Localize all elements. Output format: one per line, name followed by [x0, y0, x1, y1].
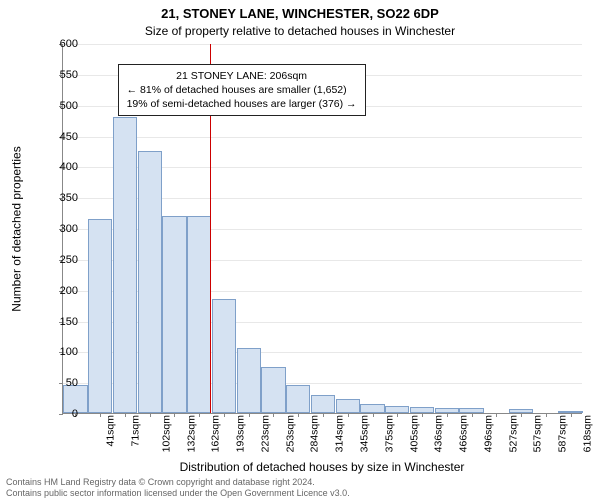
xtick-label: 557sqm — [532, 415, 544, 452]
ytick-label: 50 — [42, 377, 78, 389]
xtick-label: 41sqm — [105, 415, 117, 447]
ytick-label: 100 — [42, 346, 78, 358]
xtick-label: 253sqm — [284, 415, 296, 452]
ytick-label: 200 — [42, 285, 78, 297]
page-title: 21, STONEY LANE, WINCHESTER, SO22 6DP — [0, 6, 600, 21]
xtick-label: 284sqm — [309, 415, 321, 452]
xtick-label: 102sqm — [160, 415, 172, 452]
x-axis-label: Distribution of detached houses by size … — [62, 460, 582, 474]
xtick-mark — [100, 413, 101, 417]
histogram-bar — [187, 216, 211, 413]
histogram-bar — [311, 395, 335, 414]
xtick-label: 193sqm — [235, 415, 247, 452]
gridline — [63, 44, 582, 45]
histogram-bar — [385, 406, 409, 413]
ytick-label: 600 — [42, 38, 78, 50]
xtick-label: 71sqm — [130, 415, 142, 447]
xtick-label: 375sqm — [383, 415, 395, 452]
ytick-label: 150 — [42, 316, 78, 328]
histogram-bar — [237, 348, 261, 413]
ytick-label: 0 — [42, 408, 78, 420]
xtick-mark — [323, 413, 324, 417]
xtick-mark — [472, 413, 473, 417]
xtick-label: 405sqm — [408, 415, 420, 452]
histogram-bar — [286, 385, 310, 413]
footer-attribution: Contains HM Land Registry data © Crown c… — [6, 477, 350, 498]
xtick-mark — [125, 413, 126, 417]
histogram-plot: 41sqm71sqm102sqm132sqm162sqm193sqm223sqm… — [62, 44, 582, 414]
xtick-mark — [521, 413, 522, 417]
ytick-label: 400 — [42, 161, 78, 173]
xtick-label: 618sqm — [581, 415, 593, 452]
gridline — [63, 137, 582, 138]
xtick-label: 587sqm — [556, 415, 568, 452]
ytick-label: 350 — [42, 192, 78, 204]
ytick-label: 250 — [42, 254, 78, 266]
xtick-mark — [174, 413, 175, 417]
xtick-mark — [199, 413, 200, 417]
histogram-bar — [212, 299, 236, 413]
histogram-bar — [88, 219, 112, 413]
annotation-line: 21 STONEY LANE: 206sqm — [127, 69, 357, 83]
ytick-label: 500 — [42, 100, 78, 112]
histogram-bar — [336, 399, 360, 413]
xtick-label: 496sqm — [482, 415, 494, 452]
xtick-mark — [373, 413, 374, 417]
xtick-mark — [447, 413, 448, 417]
xtick-label: 466sqm — [457, 415, 469, 452]
xtick-mark — [496, 413, 497, 417]
ytick-label: 300 — [42, 223, 78, 235]
xtick-mark — [546, 413, 547, 417]
xtick-mark — [571, 413, 572, 417]
xtick-label: 527sqm — [507, 415, 519, 452]
xtick-label: 436sqm — [433, 415, 445, 452]
xtick-label: 345sqm — [358, 415, 370, 452]
ytick-label: 450 — [42, 131, 78, 143]
xtick-label: 223sqm — [259, 415, 271, 452]
xtick-mark — [249, 413, 250, 417]
xtick-mark — [348, 413, 349, 417]
xtick-label: 132sqm — [185, 415, 197, 452]
histogram-bar — [261, 367, 285, 413]
page-subtitle: Size of property relative to detached ho… — [0, 24, 600, 38]
histogram-bar — [162, 216, 186, 413]
histogram-bar — [138, 151, 162, 413]
ytick-label: 550 — [42, 69, 78, 81]
xtick-mark — [298, 413, 299, 417]
histogram-bar — [113, 117, 137, 413]
y-axis-label: Number of detached properties — [10, 44, 24, 414]
annotation-line: ← 81% of detached houses are smaller (1,… — [127, 83, 357, 97]
annotation-box: 21 STONEY LANE: 206sqm← 81% of detached … — [118, 64, 366, 117]
xtick-mark — [224, 413, 225, 417]
xtick-mark — [150, 413, 151, 417]
xtick-label: 162sqm — [210, 415, 222, 452]
xtick-mark — [397, 413, 398, 417]
annotation-line: 19% of semi-detached houses are larger (… — [127, 97, 357, 111]
histogram-bar — [360, 404, 384, 413]
xtick-mark — [273, 413, 274, 417]
xtick-mark — [422, 413, 423, 417]
xtick-label: 314sqm — [334, 415, 346, 452]
